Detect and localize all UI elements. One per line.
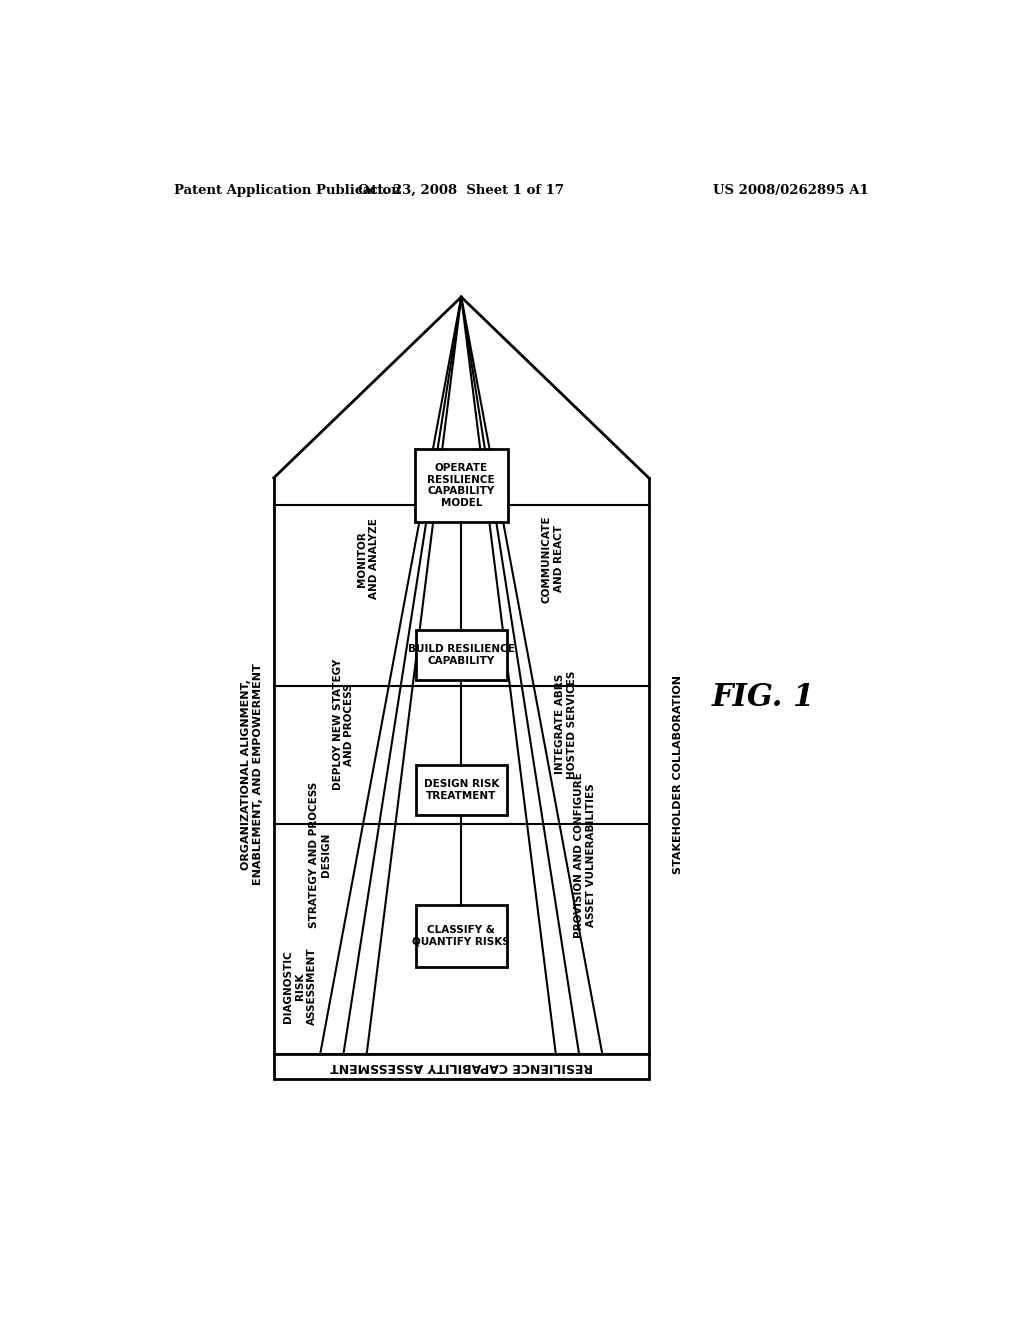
Text: Oct. 23, 2008  Sheet 1 of 17: Oct. 23, 2008 Sheet 1 of 17 — [358, 185, 564, 197]
Text: MONITOR
AND ANALYZE: MONITOR AND ANALYZE — [357, 519, 379, 599]
FancyBboxPatch shape — [415, 449, 508, 523]
Text: FIG. 1: FIG. 1 — [712, 682, 815, 713]
Text: RESILIENCE CAPABILITY ASSESSMENT: RESILIENCE CAPABILITY ASSESSMENT — [330, 1060, 593, 1073]
Text: COMMUNICATE
AND REACT: COMMUNICATE AND REACT — [542, 515, 563, 602]
Text: STAKEHOLDER COLLABORATION: STAKEHOLDER COLLABORATION — [673, 675, 683, 874]
Text: STRATEGY AND PROCESS
DESIGN: STRATEGY AND PROCESS DESIGN — [309, 783, 331, 928]
Text: US 2008/0262895 A1: US 2008/0262895 A1 — [713, 185, 869, 197]
Text: DESIGN RISK
TREATMENT: DESIGN RISK TREATMENT — [424, 779, 499, 801]
Text: DIAGNOSTIC
RISK
ASSESSMENT: DIAGNOSTIC RISK ASSESSMENT — [284, 948, 316, 1024]
FancyBboxPatch shape — [416, 630, 507, 680]
Text: INTEGRATE ABRS
HOSTED SERVICES: INTEGRATE ABRS HOSTED SERVICES — [555, 671, 577, 779]
Text: OPERATE
RESILIENCE
CAPABILITY
MODEL: OPERATE RESILIENCE CAPABILITY MODEL — [427, 463, 495, 508]
Text: ORGANIZATIONAL ALIGNMENT,
ENABLEMENT, AND EMPOWERMENT: ORGANIZATIONAL ALIGNMENT, ENABLEMENT, AN… — [242, 664, 263, 886]
Text: BUILD RESILIENCE
CAPABILITY: BUILD RESILIENCE CAPABILITY — [408, 644, 515, 665]
Bar — [273, 1053, 649, 1078]
FancyBboxPatch shape — [416, 906, 507, 966]
Text: DEPLOY NEW STATEGY
AND PROCESS: DEPLOY NEW STATEGY AND PROCESS — [333, 659, 354, 789]
Text: Patent Application Publication: Patent Application Publication — [174, 185, 401, 197]
Text: PROVISION AND CONFIGURE
ASSET VULNERABILITIES: PROVISION AND CONFIGURE ASSET VULNERABIL… — [574, 772, 596, 939]
Text: CLASSIFY &
QUANTIFY RISKS: CLASSIFY & QUANTIFY RISKS — [413, 925, 510, 946]
FancyBboxPatch shape — [416, 764, 507, 814]
